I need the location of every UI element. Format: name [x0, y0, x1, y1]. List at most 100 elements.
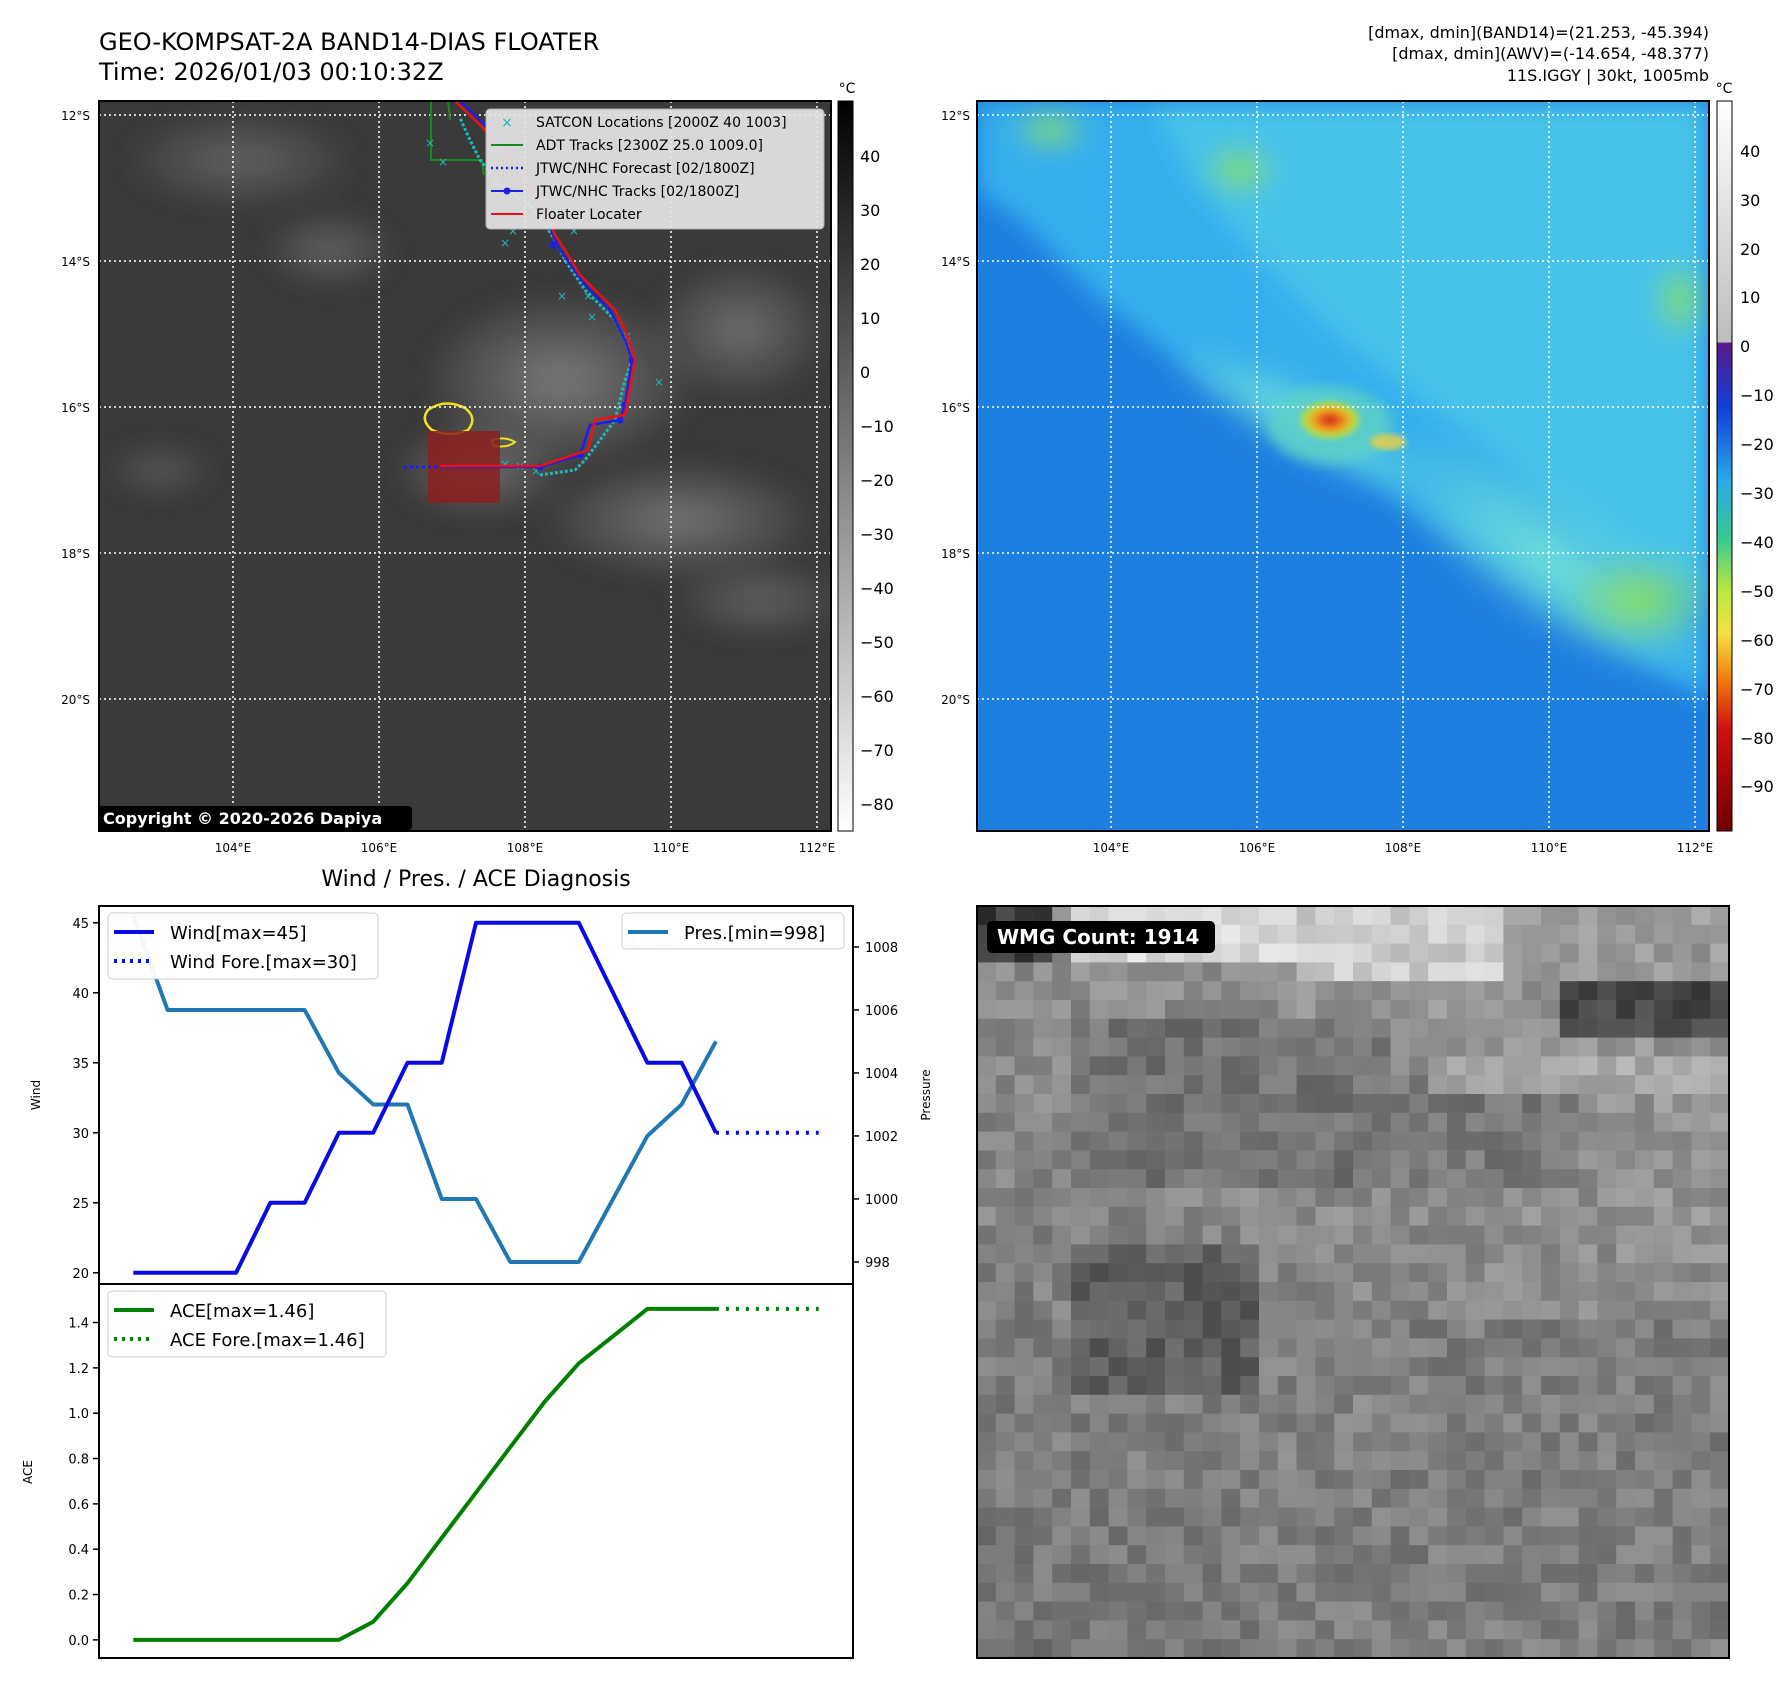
- wmg-pixel: [1653, 1582, 1674, 1603]
- wmg-pixel: [1240, 1188, 1260, 1208]
- wmg-pixel: [1127, 1470, 1147, 1490]
- wmg-pixel: [1353, 1545, 1373, 1565]
- wmg-pixel: [1183, 1131, 1204, 1151]
- wmg-pixel: [1052, 1601, 1072, 1621]
- wmg-pixel: [1202, 1582, 1222, 1603]
- wmg-pixel: [1014, 1545, 1034, 1565]
- wmg-pixel: [1447, 1545, 1467, 1565]
- wmg-pixel: [1353, 1300, 1373, 1321]
- wmg-pixel: [1127, 1075, 1147, 1095]
- wmg-pixel: [1052, 1188, 1072, 1208]
- wmg-pixel: [995, 1112, 1016, 1133]
- wmg-pixel: [1296, 1601, 1316, 1621]
- wmg-pixel: [1334, 1545, 1354, 1565]
- wmg-pixel: [1315, 981, 1335, 1001]
- y-tick-label: 20: [72, 1267, 89, 1282]
- wmg-pixel: [1033, 1000, 1053, 1020]
- wmg-pixel: [1071, 1206, 1091, 1227]
- wmg-pixel: [1409, 1094, 1429, 1114]
- wmg-pixel: [1259, 943, 1279, 963]
- wmg-pixel: [1108, 1564, 1128, 1584]
- wmg-pixel: [1559, 1206, 1580, 1227]
- wmg-pixel: [1334, 1394, 1354, 1415]
- wmg-pixel: [1409, 943, 1429, 963]
- wmg-pixel: [1503, 1470, 1523, 1490]
- wmg-pixel: [1259, 1357, 1279, 1377]
- ir-lat-labels: 12°S 14°S 16°S 18°S 20°S: [61, 109, 90, 707]
- wmg-pixel: [977, 1056, 997, 1076]
- wmg-pixel: [1522, 962, 1542, 982]
- wmg-pixel: [1353, 1206, 1373, 1227]
- wmg-pixel: [1240, 1620, 1260, 1640]
- wmg-pixel: [1296, 1545, 1316, 1565]
- wmg-pixel: [1465, 1601, 1486, 1621]
- wmg-pixel: [1522, 1263, 1542, 1283]
- wmg-pixel: [1390, 981, 1410, 1001]
- wmg-pixel: [1597, 1300, 1617, 1321]
- wmg-pixel: [1052, 1470, 1072, 1490]
- wmg-pixel: [1052, 1582, 1072, 1603]
- wmg-pixel: [1559, 1470, 1580, 1490]
- wmg-pixel: [1089, 962, 1110, 982]
- wmg-pixel: [1541, 943, 1561, 963]
- wmg-pixel: [1616, 1376, 1636, 1396]
- wmg-pixel: [1146, 1639, 1166, 1658]
- wmg-pixel: [1089, 1488, 1110, 1509]
- wmg-pixel: [1353, 1112, 1373, 1133]
- wmg-pixel: [1277, 1000, 1298, 1020]
- wmg-pixel: [1221, 1075, 1241, 1095]
- wmg-pixel: [1447, 1018, 1467, 1039]
- wmg-pixel: [1146, 1338, 1166, 1358]
- wmg-pixel: [1597, 1169, 1617, 1189]
- wmg-pixel: [1127, 1432, 1147, 1452]
- wmg-pixel: [1616, 1582, 1636, 1603]
- ir-map-panel: ×× ×× ×× ×× ×× ×× × 12°S 14°S 16°S 18: [61, 81, 894, 855]
- wmg-pixel: [995, 1188, 1016, 1208]
- legend-label: Wind[max=45]: [170, 923, 307, 944]
- wmg-pixel: [1108, 1150, 1128, 1170]
- wmg-pixel: [1691, 1075, 1711, 1095]
- wmg-pixel: [1428, 962, 1448, 982]
- wmg-pixel: [1108, 1507, 1128, 1527]
- wmg-pixel: [1033, 1018, 1053, 1039]
- wmg-pixel: [1691, 1413, 1711, 1433]
- wmg-pixel: [1465, 981, 1486, 1001]
- wmg-pixel: [1221, 1470, 1241, 1490]
- wmg-pixel: [1503, 1582, 1523, 1603]
- colorbar-tick: −70: [1740, 680, 1774, 699]
- wmg-pixel: [1503, 1413, 1523, 1433]
- wmg-pixel: [1183, 906, 1204, 926]
- wmg-pixel: [1447, 1300, 1467, 1321]
- wmg-pixel: [1371, 1601, 1392, 1621]
- wmg-pixel: [1465, 1319, 1486, 1339]
- wmg-pixel: [1259, 1037, 1279, 1057]
- wmg-pixel: [1465, 1282, 1486, 1302]
- wmg-pixel: [1296, 1150, 1316, 1170]
- wmg-pixel: [1221, 1131, 1241, 1151]
- wmg-pixel: [1014, 1056, 1034, 1076]
- wmg-pixel: [977, 1244, 997, 1264]
- wmg-pixel: [1616, 1432, 1636, 1452]
- wmg-pixel: [1240, 1639, 1260, 1658]
- wmg-pixel: [1259, 1432, 1279, 1452]
- wmg-pixel: [1127, 1282, 1147, 1302]
- wmg-pixel: [1296, 924, 1316, 945]
- wmg-pixel: [995, 1507, 1016, 1527]
- wmg-pixel: [1108, 906, 1128, 926]
- wmg-pixel: [1672, 1206, 1692, 1227]
- wmg-pixel: [1014, 1488, 1034, 1509]
- wmg-pixel: [1071, 1018, 1091, 1039]
- y-tick-label: 1000: [865, 1193, 898, 1208]
- wmg-pixel: [1653, 1225, 1674, 1245]
- wmg-pixel: [1447, 1451, 1467, 1471]
- wmg-pixel: [1240, 981, 1260, 1001]
- wmg-pixel: [1014, 1413, 1034, 1433]
- wmg-pixel: [1146, 1601, 1166, 1621]
- wmg-pixel: [1353, 1357, 1373, 1377]
- wmg-pixel-field: [977, 906, 1729, 1658]
- wmg-pixel: [1447, 1432, 1467, 1452]
- wmg-pixel: [1541, 1206, 1561, 1227]
- wmg-pixel: [1334, 1526, 1354, 1546]
- wmg-pixel: [1240, 1488, 1260, 1509]
